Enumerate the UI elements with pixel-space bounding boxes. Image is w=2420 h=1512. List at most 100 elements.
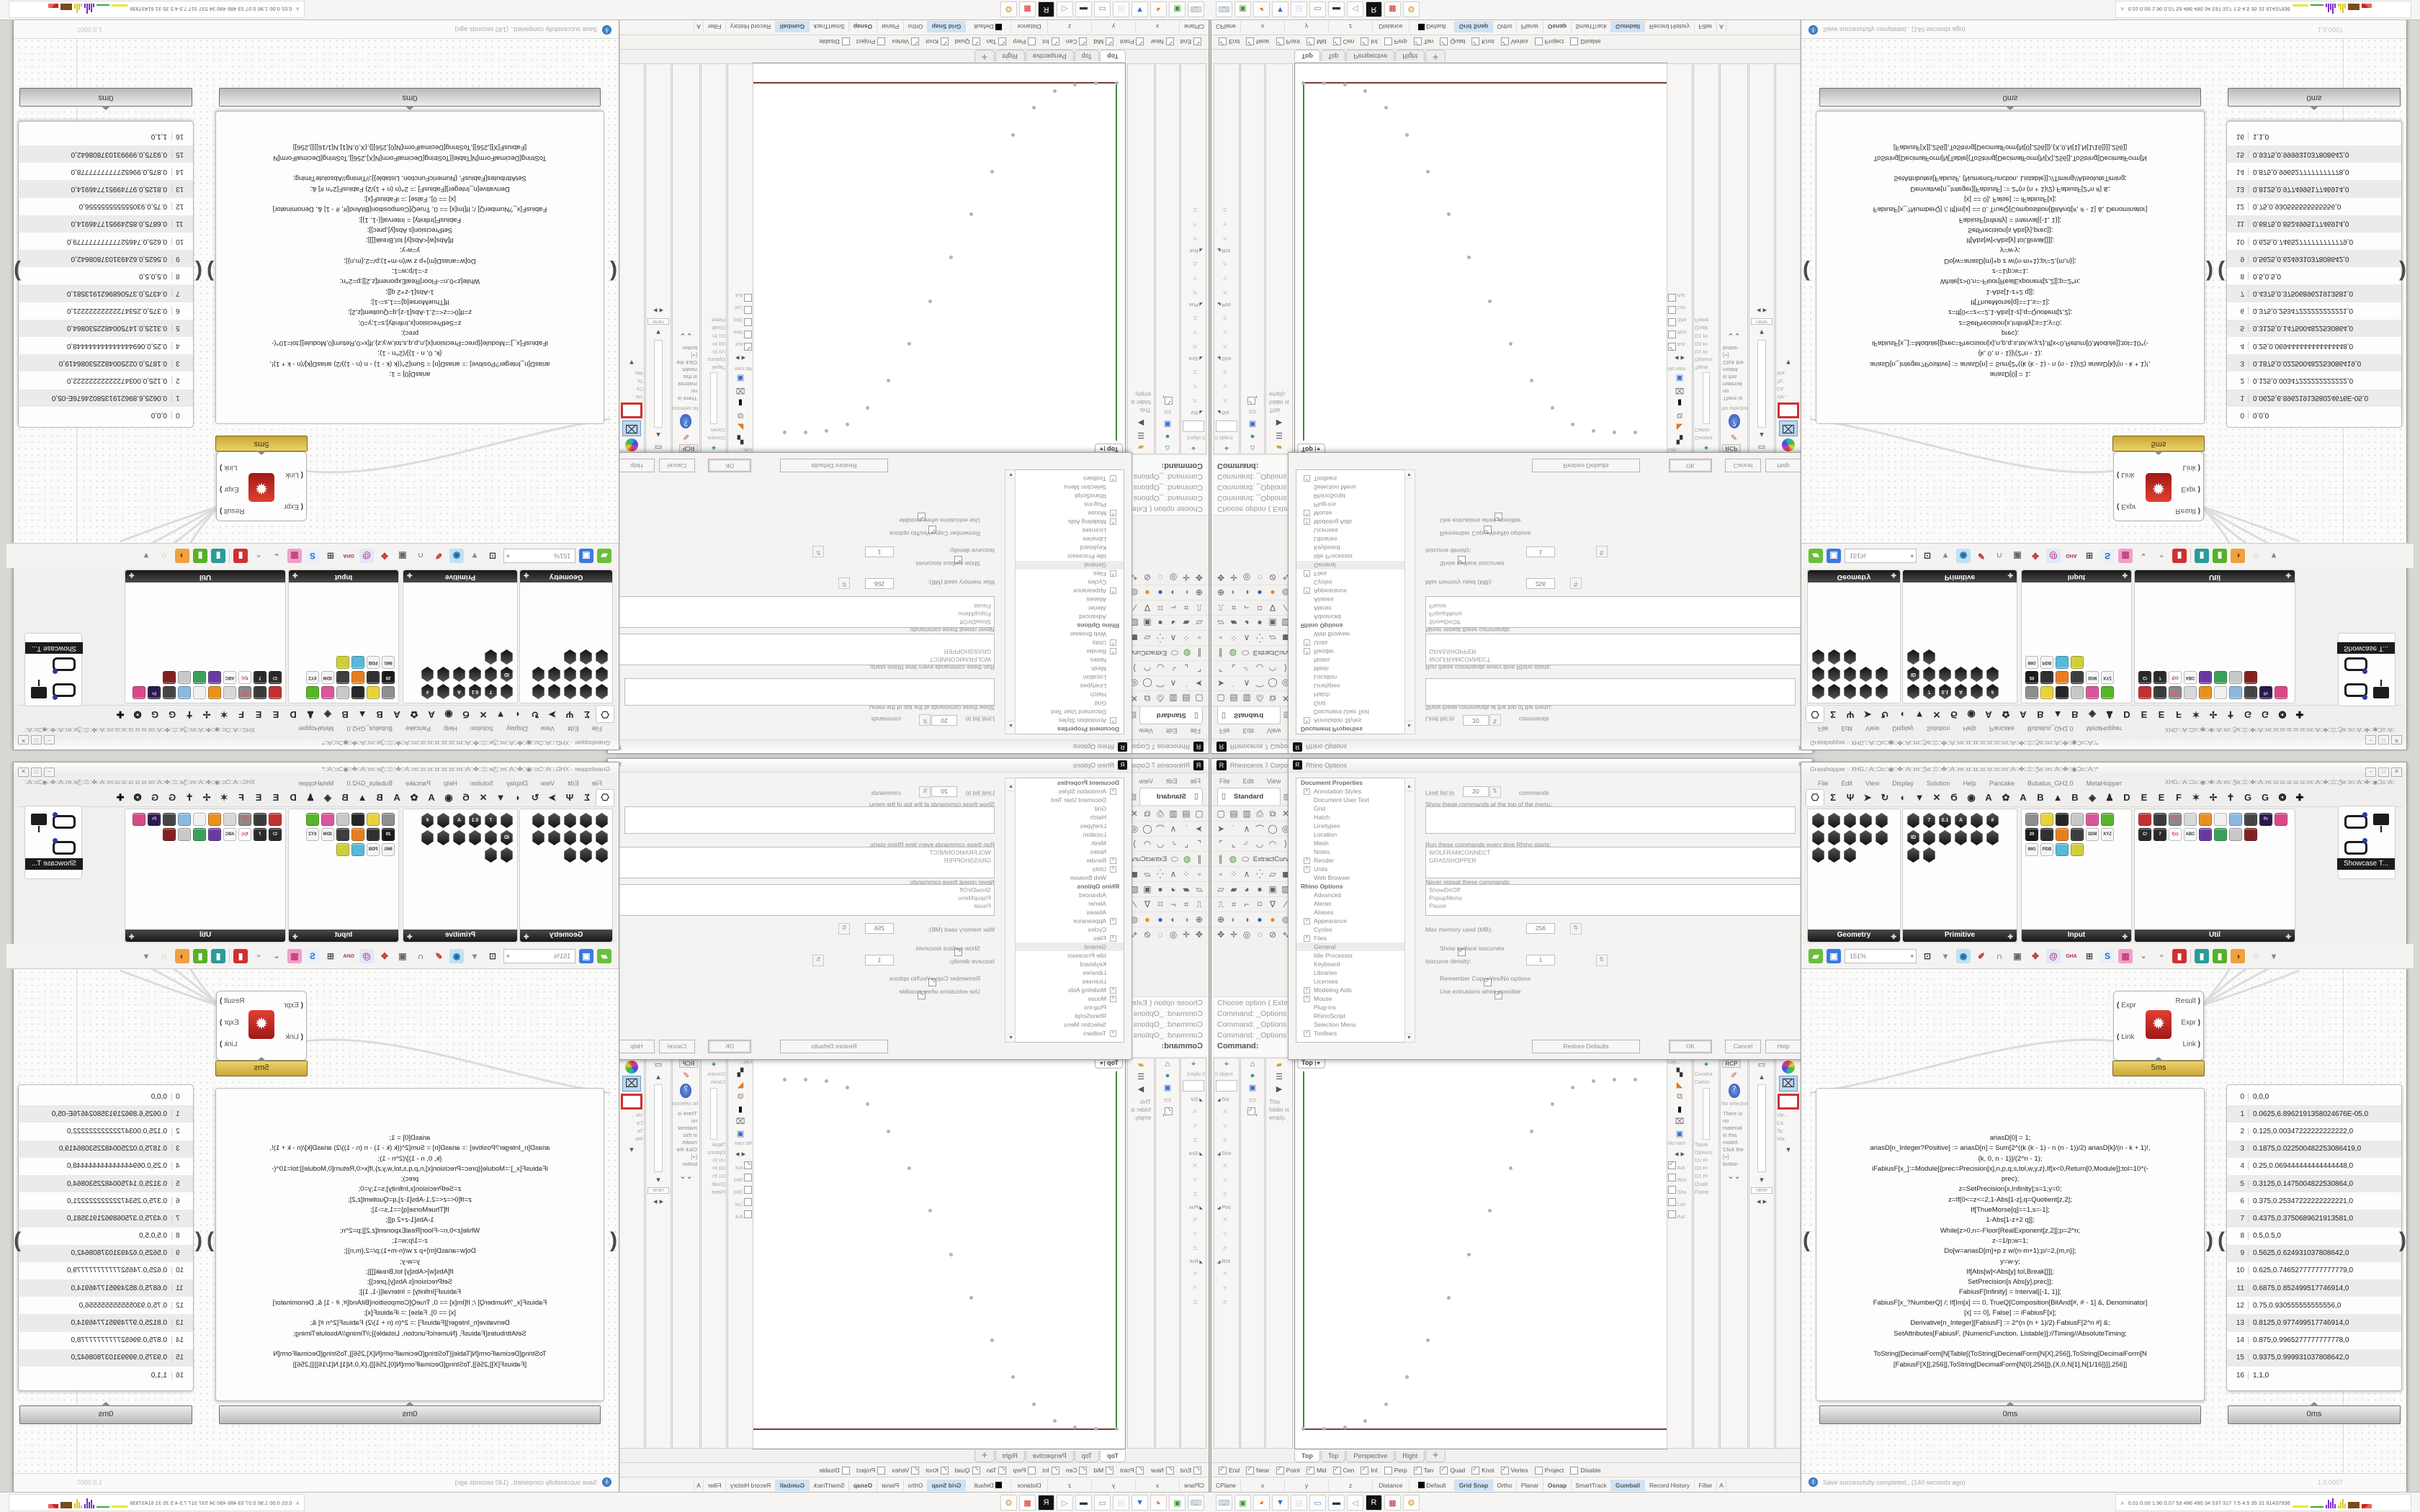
tool-icon[interactable]: ▱ <box>1269 633 1276 643</box>
status-field[interactable]: y <box>1091 21 1135 33</box>
selection-lasso-icon[interactable]: ◌ <box>2253 951 2259 961</box>
status-field[interactable]: Filter <box>1695 1479 1717 1491</box>
table-row[interactable]: 0 0,0,0 <box>2227 1088 2401 1105</box>
cylinder-icon[interactable]: ◓ <box>256 951 261 961</box>
command-history[interactable]: Choose option ( Exte Command: _Options Com… <box>1129 996 1209 1056</box>
component-tab[interactable]: B <box>2071 792 2079 803</box>
table-row[interactable]: 11 0.6875,0.852499517746914,0 <box>2227 215 2401 233</box>
panel-icon[interactable]: ⌂ <box>1250 1060 1255 1068</box>
component-tab[interactable]: ◉ <box>1967 792 1976 803</box>
tree-item[interactable]: Alerter <box>1088 900 1106 907</box>
component-icon[interactable] <box>1860 813 1872 828</box>
table-row[interactable]: 6 0.375,0.25347222222222221,0 <box>2227 1192 2401 1210</box>
tool-icon[interactable]: ▱ <box>1196 618 1203 628</box>
component-tab[interactable]: ◖ <box>1899 792 1905 803</box>
status-field[interactable]: Gumball <box>775 1479 809 1491</box>
component-icon[interactable] <box>2086 686 2099 699</box>
tool-icon[interactable]: ▣ <box>1143 618 1152 628</box>
osnap-toggle[interactable]: Disable <box>819 1466 850 1475</box>
table-row[interactable]: 14 0.875,0.9965277777777778,0 <box>19 163 193 180</box>
tree-item[interactable]: Plug-ins <box>1314 1004 1336 1011</box>
tool-icon[interactable]: ⁘ <box>1229 633 1238 643</box>
resize-grip[interactable]: ⋰⋰ <box>57 1478 70 1485</box>
component-tab[interactable]: ✢ <box>2209 709 2218 720</box>
status-field[interactable]: Ortho <box>903 21 927 33</box>
scroll-up-icon[interactable]: ▲ <box>1405 721 1413 729</box>
component-icon[interactable] <box>351 813 364 826</box>
data-panel[interactable]: 0 0,0,0 1 0.0625,6.8962191358024676E-05,0 2 0… <box>18 1084 194 1391</box>
pager[interactable]: ◂ ▸ <box>1674 1150 1685 1158</box>
table-row[interactable]: 11 0.6875,0.852499517746914,0 <box>19 215 193 233</box>
expand-icon[interactable]: + <box>1304 1030 1310 1037</box>
osnap-toggle[interactable]: Near <box>1246 1465 1270 1475</box>
mini-checkbox-row[interactable]: Sho <box>728 315 753 328</box>
viewport-top[interactable]: Top |▼ <box>1294 1058 1667 1449</box>
component-icon[interactable] <box>1812 830 1824 845</box>
component-icon[interactable] <box>178 671 191 684</box>
component-icon[interactable]: 20 <box>2025 828 2038 841</box>
tool-icon[interactable]: ◎ <box>1281 824 1290 834</box>
tree-item[interactable]: Aliases <box>1314 596 1334 603</box>
component-tab[interactable]: D <box>2123 792 2130 803</box>
tree-item[interactable]: Mesh <box>1091 665 1106 672</box>
expand-icon[interactable]: + <box>1304 918 1310 924</box>
tool-icon[interactable]: ⊕ <box>1216 588 1225 598</box>
record-rect-button[interactable] <box>1778 1094 1799 1110</box>
component-tab[interactable]: ➤ <box>548 709 557 720</box>
preview-eye-icon[interactable]: ◉ <box>449 549 464 563</box>
tree-item[interactable]: + Modeling Aids <box>1016 518 1124 526</box>
tree-item[interactable]: Rhino Options <box>1077 883 1119 890</box>
menu-item[interactable]: Bubalus_GH2.0 <box>346 780 393 787</box>
viewport-top[interactable]: Top |▼ <box>753 1058 1126 1449</box>
taskbar-app-icon[interactable]: R <box>1366 1495 1382 1511</box>
tool-icon[interactable]: ∧ <box>1243 869 1250 879</box>
status-field[interactable]: SmartTrack <box>809 1479 848 1491</box>
tool-icon[interactable]: ◼ <box>1282 869 1289 879</box>
component-icon[interactable]: 7 <box>2154 828 2166 841</box>
folder-icon[interactable]: ▰ <box>1276 1061 1283 1069</box>
table-row[interactable]: 16 1,1,0 <box>19 1367 193 1384</box>
tree-item[interactable]: + Mouse <box>1016 994 1124 1003</box>
status-field[interactable]: Default <box>1410 21 1455 33</box>
tool-icon[interactable]: ▫ <box>1219 633 1223 643</box>
tree-item[interactable]: + Annotation Styles <box>1296 716 1404 725</box>
component-tab[interactable]: ▼ <box>1914 709 1924 720</box>
osnap-toggle[interactable]: Mid <box>1093 37 1114 46</box>
component-tab[interactable]: ❂ <box>133 792 142 803</box>
panel-icon[interactable]: ◣ <box>737 1081 744 1089</box>
osnap-toggle[interactable]: End <box>1180 1466 1201 1475</box>
mini-checkbox[interactable]: , <box>1241 393 1264 406</box>
osnap-toggle[interactable]: Disable <box>819 37 850 46</box>
table-row[interactable]: 5 0.3125,0.1475004822530864,0 <box>2227 1174 2401 1193</box>
density-input[interactable]: 1 <box>1526 546 1555 557</box>
expand-icon[interactable]: + <box>1110 866 1116 873</box>
status-field[interactable]: x <box>1135 1479 1179 1491</box>
tree-item[interactable]: Idle Processor <box>1067 952 1106 959</box>
menu-item[interactable]: Pancake <box>1989 725 2015 732</box>
table-row[interactable]: 14 0.875,0.9965277777777778,0 <box>19 1332 193 1349</box>
tree-item[interactable]: + Files <box>1296 570 1404 578</box>
panel-icon[interactable]: ● <box>1165 1071 1170 1080</box>
component-icon[interactable] <box>2056 843 2069 856</box>
tool-icon[interactable]: ∇ <box>1269 603 1276 613</box>
component-icon[interactable]: A <box>452 684 466 699</box>
tool-icon[interactable]: ⌐ <box>1244 603 1250 613</box>
component-icon[interactable]: 20 <box>382 671 395 684</box>
red-cylinder-icon[interactable]: ▮ <box>2172 949 2187 963</box>
scroll-down-icon[interactable]: ▼ <box>1007 1033 1015 1042</box>
palette-group-label[interactable]: Input ✚ <box>289 930 398 942</box>
tree-item[interactable]: Linetypes <box>1080 822 1106 829</box>
menu-item[interactable]: Solution <box>470 725 494 732</box>
osnap-toggle[interactable]: Point <box>1276 37 1300 46</box>
panel-grip-right[interactable]: ) <box>207 1228 214 1252</box>
table-row[interactable]: 11 0.6875,0.852499517746914,0 <box>19 1279 193 1297</box>
never-repeat-box[interactable]: ShowDirOff PopupMenu Pause <box>619 596 995 628</box>
table-row[interactable]: 15 0.9375,0.999931037808642,0 <box>19 145 193 163</box>
viewport-tab[interactable]: Perspective <box>1346 1451 1395 1462</box>
component-icon[interactable] <box>500 813 514 828</box>
table-row[interactable]: 3 0.1875,0.022500482253086419,0 <box>19 1140 193 1158</box>
panel-icon[interactable]: ◣ <box>1676 1081 1683 1089</box>
component-icon[interactable] <box>1828 830 1840 845</box>
table-row[interactable]: 7 0.4375,0.3750689621913581,0 <box>19 1210 193 1228</box>
tree-item[interactable]: Document User Text <box>1314 708 1369 716</box>
